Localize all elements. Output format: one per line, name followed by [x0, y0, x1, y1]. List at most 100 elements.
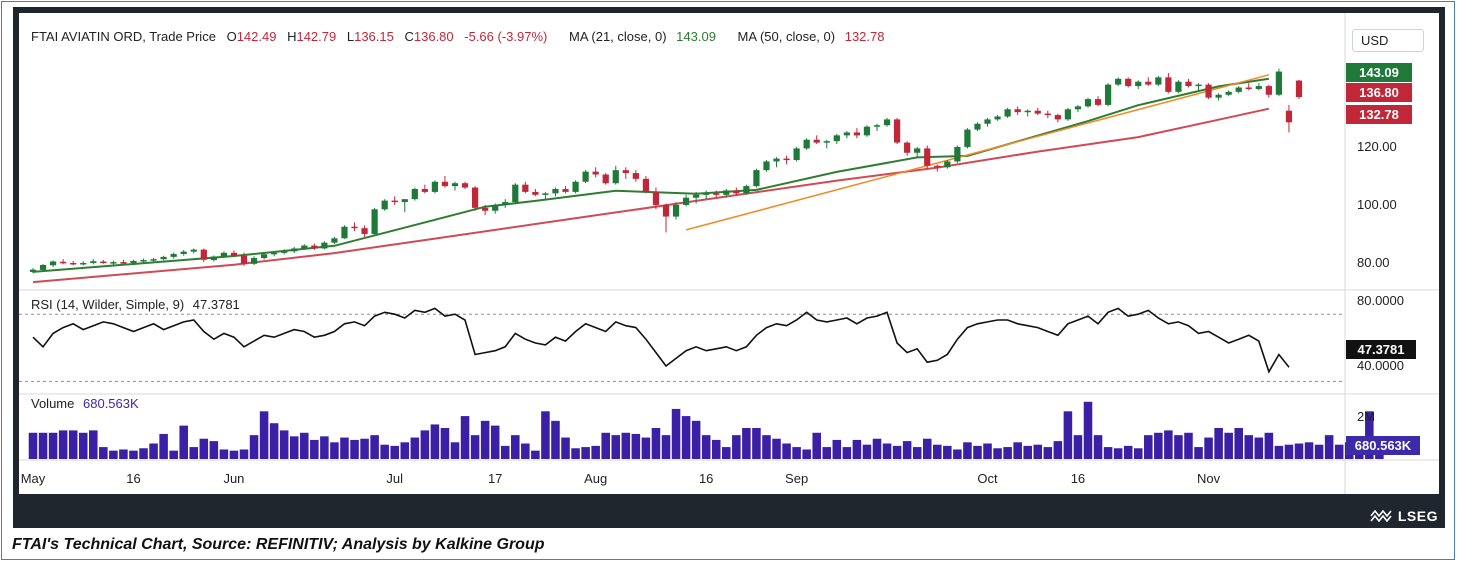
- volume-bar: [99, 447, 108, 459]
- candle: [381, 199, 388, 211]
- candle: [1014, 106, 1021, 116]
- candle: [723, 189, 730, 198]
- candle: [39, 264, 47, 272]
- candle-body: [662, 204, 670, 217]
- candle-body: [853, 132, 861, 136]
- rsi-tick-bottom: 40.0000: [1357, 358, 1404, 373]
- volume-bar: [742, 428, 751, 459]
- candle: [180, 249, 187, 256]
- candle: [120, 259, 127, 265]
- volume-bar: [812, 432, 821, 459]
- candle: [391, 196, 398, 205]
- candle: [170, 252, 177, 259]
- volume-bar: [1103, 447, 1113, 459]
- candle: [934, 164, 941, 172]
- candle-body: [271, 252, 278, 255]
- badge-close: 136.80: [1346, 83, 1412, 102]
- candle-body: [1064, 109, 1072, 120]
- candle: [150, 258, 157, 263]
- volume-bar: [269, 423, 279, 459]
- volume-bar: [752, 428, 761, 459]
- candle-body: [70, 262, 77, 265]
- candle: [80, 261, 87, 266]
- candle: [1225, 90, 1232, 97]
- candle: [351, 222, 358, 232]
- candle-body: [532, 191, 539, 195]
- candle-body: [1155, 77, 1162, 85]
- volume-bar: [1254, 437, 1264, 459]
- volume-bar: [169, 450, 178, 459]
- candle-body: [1024, 110, 1031, 113]
- ma50-line: [32, 107, 1270, 284]
- candle: [431, 180, 439, 194]
- volume-bar: [129, 450, 138, 459]
- volume-bar: [1073, 435, 1083, 459]
- volume-legend: Volume 680.563K: [31, 396, 139, 411]
- candle-body: [361, 228, 368, 234]
- candle: [250, 256, 258, 265]
- volume-bar: [701, 435, 711, 459]
- trend-line: [685, 74, 1270, 231]
- candle: [461, 181, 469, 190]
- candle: [371, 207, 378, 236]
- candle: [190, 248, 197, 254]
- candle-body: [904, 142, 911, 153]
- volume-bar: [400, 442, 410, 459]
- candle: [883, 117, 891, 127]
- candle-body: [381, 200, 388, 210]
- candle: [100, 260, 107, 264]
- volume-bar: [1264, 432, 1274, 459]
- candle: [160, 255, 167, 261]
- volume-bar: [551, 420, 560, 459]
- candle: [421, 184, 428, 194]
- candle-body: [1074, 106, 1082, 110]
- volume-bar: [661, 435, 671, 459]
- candle-body: [883, 119, 891, 126]
- currency-selector[interactable]: USD: [1352, 29, 1424, 52]
- volume-bar: [782, 443, 791, 459]
- candle: [662, 203, 670, 233]
- volume-bar: [983, 443, 992, 459]
- volume-bar: [641, 437, 651, 459]
- candle-body: [1275, 71, 1283, 95]
- candle: [1285, 104, 1293, 133]
- candle: [1175, 80, 1182, 94]
- candle-body: [260, 254, 268, 259]
- candle: [1004, 107, 1011, 118]
- rsi-value: 47.3781: [193, 297, 240, 312]
- volume-bar: [310, 439, 319, 459]
- candle-body: [984, 119, 991, 124]
- volume-bar: [1133, 448, 1143, 459]
- volume-bar: [601, 432, 610, 459]
- volume-bar: [1274, 445, 1284, 459]
- volume-bar: [631, 433, 641, 459]
- volume-bar: [1244, 435, 1254, 459]
- candle-body: [522, 184, 529, 192]
- volume-bar: [320, 436, 329, 459]
- candle-body: [281, 251, 288, 253]
- open-label: O: [227, 29, 237, 44]
- volume-bar: [139, 448, 148, 459]
- volume-bar: [48, 432, 58, 459]
- price-tick-label: 80.00: [1357, 255, 1390, 270]
- volume-bar: [480, 420, 490, 459]
- candle: [1034, 107, 1041, 116]
- candle: [813, 135, 820, 145]
- candle: [632, 170, 639, 182]
- candle-body: [321, 242, 328, 249]
- candle: [220, 251, 228, 259]
- candle-body: [944, 161, 951, 168]
- candle-body: [482, 207, 489, 211]
- candle-body: [924, 148, 931, 166]
- volume-bar: [591, 445, 600, 459]
- candle: [622, 167, 629, 179]
- volume-bar: [390, 445, 399, 459]
- volume-bar: [822, 447, 832, 459]
- candle-body: [1054, 115, 1061, 120]
- candle: [853, 128, 861, 139]
- candle: [1044, 110, 1051, 118]
- candle-body: [441, 181, 449, 187]
- volume-bar: [1324, 435, 1334, 459]
- candle-body: [773, 158, 780, 162]
- rsi-line: [32, 307, 1290, 374]
